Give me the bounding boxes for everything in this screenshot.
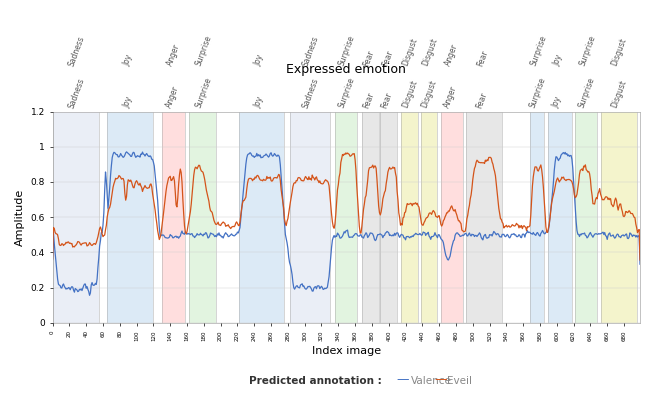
Text: Surprise: Surprise xyxy=(529,34,548,67)
Bar xyxy=(601,112,637,323)
Bar xyxy=(52,112,99,323)
Bar xyxy=(575,112,597,323)
Bar xyxy=(548,112,572,323)
Text: Surprise: Surprise xyxy=(337,34,357,67)
Title: Expressed emotion: Expressed emotion xyxy=(286,63,406,76)
Text: Sadness: Sadness xyxy=(67,76,86,110)
Text: Surprise: Surprise xyxy=(194,76,214,110)
Bar xyxy=(530,112,544,323)
Text: Surprise: Surprise xyxy=(528,76,548,110)
Bar xyxy=(189,112,216,323)
Text: Disgust: Disgust xyxy=(609,79,627,110)
Text: Disgust: Disgust xyxy=(402,37,420,67)
X-axis label: Index image: Index image xyxy=(312,346,381,356)
Bar xyxy=(290,112,330,323)
Text: Sadness: Sadness xyxy=(301,34,321,67)
Text: Fear: Fear xyxy=(381,49,394,67)
Text: Joy: Joy xyxy=(122,96,134,110)
Text: Surprise: Surprise xyxy=(577,76,596,110)
Bar xyxy=(335,112,357,323)
Text: Joy: Joy xyxy=(551,96,563,110)
Text: Anger: Anger xyxy=(165,85,181,110)
Text: Eveil: Eveil xyxy=(447,376,472,386)
Bar xyxy=(162,112,185,323)
Text: Joy: Joy xyxy=(253,96,265,110)
Text: Fear: Fear xyxy=(475,91,489,110)
Text: Disgust: Disgust xyxy=(401,79,419,110)
Text: Joy: Joy xyxy=(122,53,134,67)
Text: Sadness: Sadness xyxy=(301,76,320,110)
Text: Fear: Fear xyxy=(362,49,376,67)
Bar xyxy=(381,112,397,323)
Text: Anger: Anger xyxy=(443,85,459,110)
Text: Surprise: Surprise xyxy=(194,34,214,67)
Text: Surprise: Surprise xyxy=(578,34,597,67)
Text: Fear: Fear xyxy=(362,91,375,110)
Bar xyxy=(402,112,418,323)
Text: Valence: Valence xyxy=(411,376,451,386)
Text: Disgust: Disgust xyxy=(610,37,629,67)
Bar xyxy=(421,112,438,323)
Text: Fear: Fear xyxy=(380,91,394,110)
Bar xyxy=(441,112,462,323)
Bar xyxy=(466,112,502,323)
Text: —: — xyxy=(396,373,409,386)
Bar xyxy=(107,112,153,323)
Text: —: — xyxy=(434,373,447,386)
Text: Disgust: Disgust xyxy=(421,37,439,67)
Text: Fear: Fear xyxy=(476,49,490,67)
Bar xyxy=(362,112,379,323)
Text: Anger: Anger xyxy=(443,43,460,67)
Text: Anger: Anger xyxy=(165,43,181,67)
Text: Joy: Joy xyxy=(253,53,265,67)
Text: Disgust: Disgust xyxy=(420,79,438,110)
Text: Predicted annotation :: Predicted annotation : xyxy=(249,376,385,386)
Y-axis label: Amplitude: Amplitude xyxy=(15,189,25,246)
Text: Surprise: Surprise xyxy=(337,76,356,110)
Text: Sadness: Sadness xyxy=(67,34,86,67)
Bar xyxy=(239,112,284,323)
Text: Joy: Joy xyxy=(552,53,564,67)
